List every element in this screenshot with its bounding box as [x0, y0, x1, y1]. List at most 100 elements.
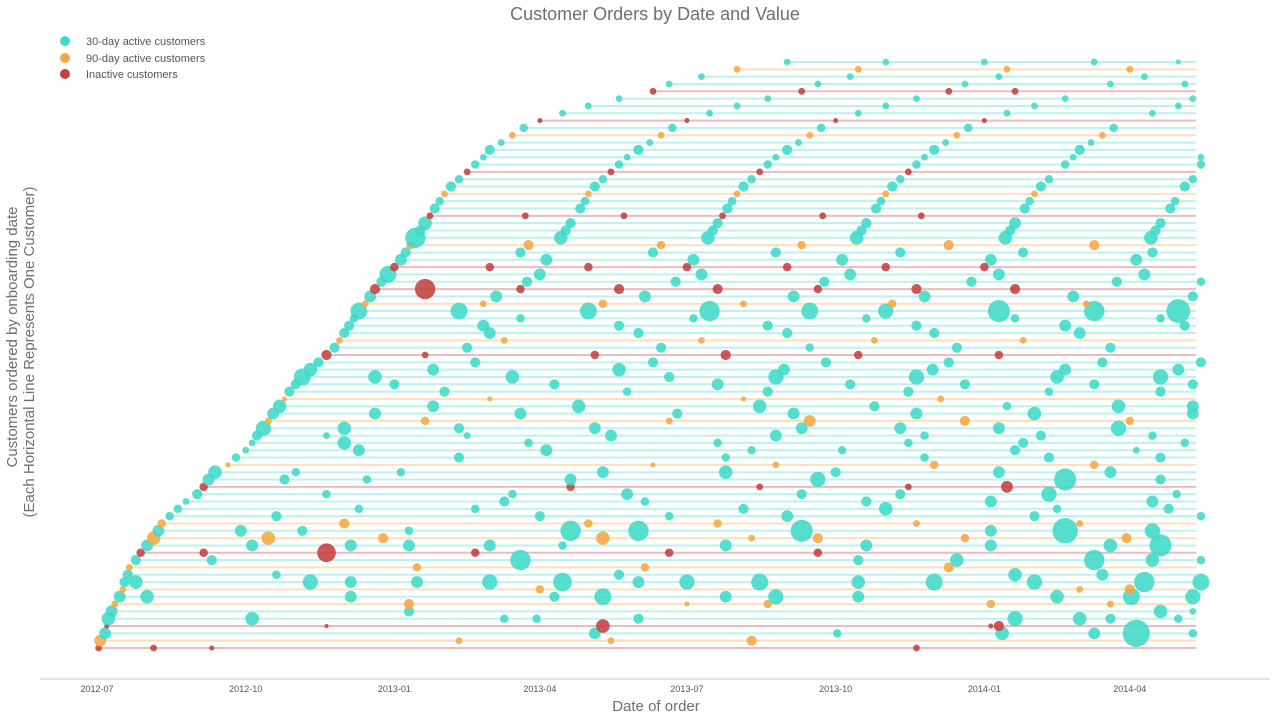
order-dot	[477, 319, 490, 332]
order-dot	[1166, 299, 1191, 323]
order-dot	[721, 453, 730, 462]
order-dot	[500, 336, 508, 344]
order-dot	[594, 588, 612, 606]
order-dot	[1165, 203, 1176, 214]
order-dot	[450, 302, 468, 320]
order-dot	[1035, 430, 1047, 441]
order-dot	[1097, 357, 1108, 368]
order-dot	[313, 357, 324, 368]
order-dot	[1111, 399, 1126, 414]
order-dot	[904, 168, 912, 176]
order-dot	[516, 314, 525, 323]
order-dot	[1025, 196, 1034, 206]
order-dot	[1181, 80, 1189, 88]
order-dot	[1050, 370, 1064, 384]
order-dot	[966, 276, 977, 287]
order-dot	[950, 553, 964, 567]
order-dot	[733, 190, 741, 198]
order-dot	[344, 320, 355, 331]
order-dot	[772, 153, 780, 161]
order-dot	[830, 467, 841, 478]
order-dot	[1089, 460, 1099, 470]
order-dot	[271, 511, 282, 522]
order-dot	[404, 526, 414, 536]
order-dot	[453, 452, 465, 463]
order-dot	[782, 144, 793, 155]
order-dot	[1019, 336, 1027, 344]
order-dot	[485, 262, 495, 272]
order-dot	[854, 350, 863, 360]
order-dot	[329, 342, 340, 353]
order-dot	[1084, 300, 1105, 322]
order-dot	[945, 87, 953, 95]
order-dot	[1172, 489, 1181, 499]
order-dot	[540, 253, 553, 266]
order-dot	[165, 511, 174, 521]
order-dot	[878, 303, 894, 319]
order-dot	[913, 520, 920, 527]
order-dot	[1082, 300, 1090, 308]
order-dot	[747, 445, 756, 455]
order-dot	[797, 240, 806, 250]
order-dot	[756, 483, 764, 491]
legend-item-inactive: Inactive customers	[60, 69, 178, 81]
order-dot	[649, 87, 657, 95]
order-dot	[245, 611, 259, 626]
order-dot	[1156, 314, 1165, 323]
order-dot	[157, 519, 166, 528]
order-dot	[1130, 253, 1143, 266]
order-dot	[1001, 480, 1013, 493]
order-dot	[1007, 611, 1023, 627]
order-dot	[614, 160, 624, 169]
order-dot	[894, 422, 907, 435]
order-dot	[1072, 611, 1087, 626]
order-dot	[712, 218, 723, 229]
legend-label-active90: 90-day active customers	[86, 53, 206, 65]
order-dot	[279, 474, 290, 485]
order-dot	[647, 247, 659, 258]
order-dot	[727, 196, 737, 206]
y-axis-sublabel: (Each Horizontal Line Represents One Cus…	[21, 187, 38, 518]
order-dot	[926, 363, 939, 376]
order-dot	[1189, 607, 1197, 615]
order-dot	[1172, 363, 1185, 376]
x-tick-labels: 2012-07 2012-10 2013-01 2013-04 2013-07 2013-…	[80, 684, 1146, 694]
order-dot	[987, 300, 1010, 323]
order-dot	[1174, 614, 1183, 623]
order-dot	[959, 379, 971, 390]
order-dot	[1105, 613, 1116, 624]
order-dot	[199, 548, 208, 558]
order-dot	[411, 576, 423, 589]
order-dot	[861, 218, 872, 229]
order-dot	[984, 495, 997, 508]
y-axis-label: Customers ordered by onboarding date	[4, 207, 21, 468]
order-dot	[664, 511, 674, 521]
order-dot	[242, 446, 250, 454]
order-dot	[795, 139, 802, 146]
order-dot	[1067, 290, 1080, 303]
order-dot	[350, 302, 368, 320]
order-dot	[740, 396, 747, 402]
order-dot	[904, 483, 912, 491]
order-dot	[782, 262, 792, 272]
order-dot	[580, 196, 590, 206]
order-dot	[912, 160, 921, 169]
order-dot	[369, 407, 381, 420]
order-dot	[854, 65, 862, 73]
order-dot	[869, 401, 880, 412]
order-dot	[895, 489, 906, 500]
order-dot	[960, 533, 970, 543]
order-dot	[1009, 217, 1021, 230]
order-dot	[870, 203, 882, 214]
order-dot	[756, 168, 764, 176]
order-dot	[647, 357, 659, 368]
order-dot	[1196, 511, 1206, 521]
order-dot	[1107, 80, 1114, 88]
order-dot	[427, 400, 440, 413]
legend-marker-inactive	[60, 69, 70, 79]
order-dot	[687, 253, 700, 266]
order-dot	[344, 590, 357, 603]
order-dot	[798, 87, 806, 95]
order-dot	[339, 518, 350, 529]
order-dot	[762, 386, 773, 397]
